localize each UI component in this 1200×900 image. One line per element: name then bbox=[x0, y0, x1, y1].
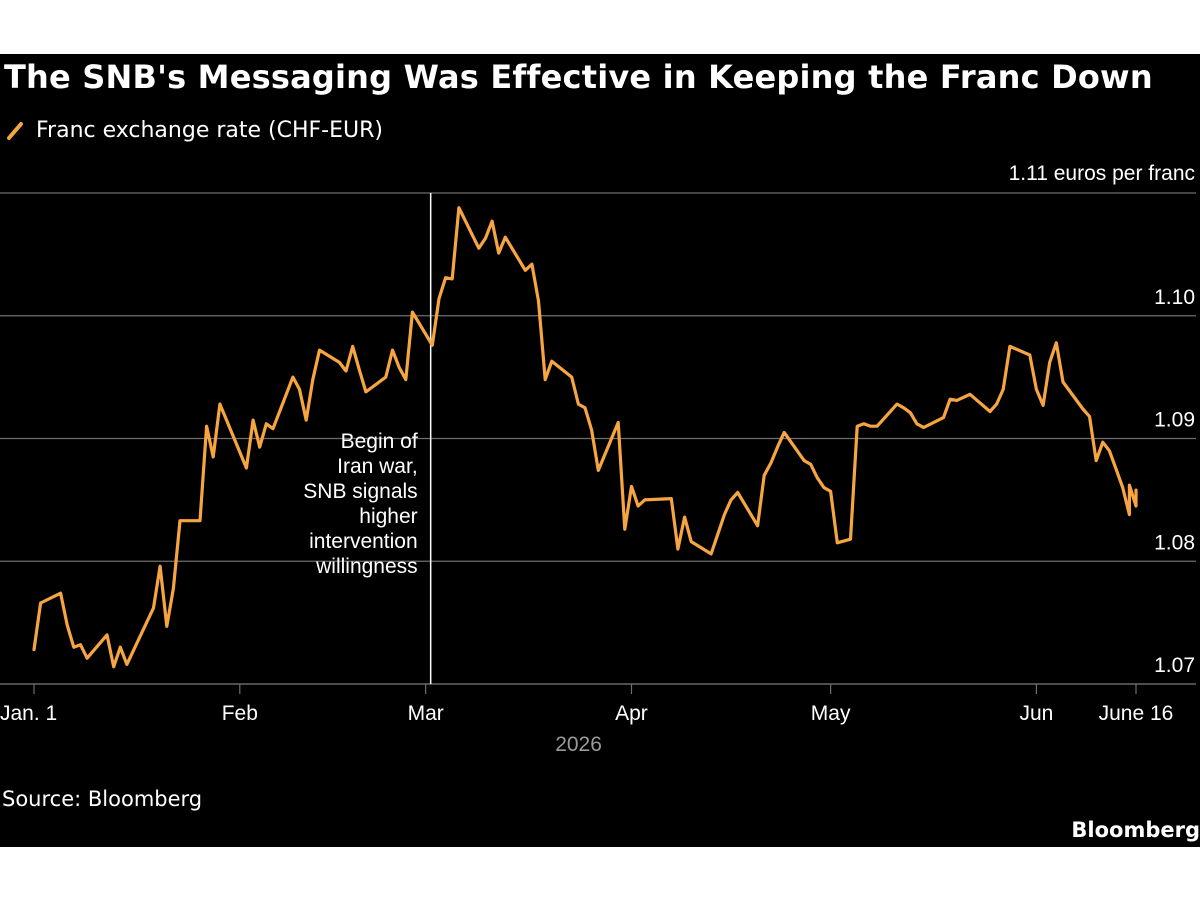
x-tick-label: May bbox=[811, 702, 851, 725]
x-axis bbox=[0, 683, 1196, 694]
annotation-text: Iran war, bbox=[337, 455, 418, 478]
y-tick-label: 1.10 bbox=[1154, 286, 1195, 309]
x-year-label: 2026 bbox=[555, 733, 602, 756]
legend: Franc exchange rate (CHF-EUR) bbox=[6, 117, 383, 143]
annotation-text: higher bbox=[359, 505, 417, 528]
axis-labels: 1.07 1.08 1.09 1.10 1.11 euros per franc Jan.… bbox=[0, 162, 1195, 756]
y-tick-label: 1.08 bbox=[1154, 531, 1195, 554]
series-layer bbox=[32, 206, 1138, 669]
y-tick-label: 1.09 bbox=[1154, 409, 1195, 432]
legend-label: Franc exchange rate (CHF-EUR) bbox=[36, 117, 383, 143]
x-tick-label: Jan. 1 bbox=[0, 702, 57, 725]
y-unit-label: 1.11 euros per franc bbox=[1009, 162, 1195, 185]
x-tick-label: Jun bbox=[1019, 702, 1053, 725]
x-tick-label: Apr bbox=[615, 702, 648, 725]
annotation-text: Begin of bbox=[341, 430, 418, 453]
x-tick-label: June 16 bbox=[1099, 702, 1174, 725]
annotation-text: SNB signals bbox=[303, 480, 417, 503]
annotation-text: willingness bbox=[315, 555, 418, 578]
legend-swatch-icon bbox=[7, 122, 23, 140]
x-tick-label: Feb bbox=[222, 702, 258, 725]
annotation-text: intervention bbox=[309, 530, 418, 553]
chart-card: The SNB's Messaging Was Effective in Kee… bbox=[0, 54, 1200, 847]
gridlines bbox=[0, 192, 1196, 685]
chart-title: The SNB's Messaging Was Effective in Kee… bbox=[4, 58, 1153, 96]
source-note: Source: Bloomberg bbox=[2, 787, 203, 811]
x-tick-label: Mar bbox=[408, 702, 444, 725]
series-line bbox=[32, 206, 1138, 669]
y-tick-label: 1.07 bbox=[1154, 654, 1195, 677]
brand-logo: Bloomberg bbox=[1071, 818, 1200, 842]
